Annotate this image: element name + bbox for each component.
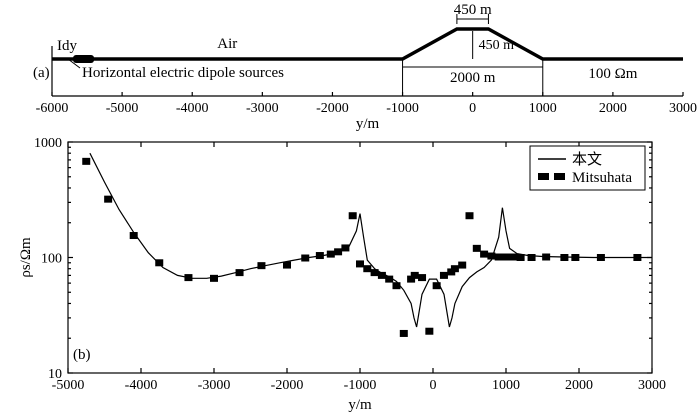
- chart-x-axis-label: y/m: [348, 397, 372, 413]
- marker-mitsuhata: [465, 212, 474, 220]
- marker-mitsuhata: [480, 250, 489, 258]
- marker-mitsuhata: [410, 271, 419, 279]
- diagram-x-tick-label: 1000: [529, 101, 557, 116]
- chart-axes: -5000 -4000 -3000 -2000 -1000 0 1000 2000 3000 10…: [18, 136, 666, 413]
- legend: 本文 Mitsuhata: [529, 145, 646, 191]
- diagram-x-axis: -6000 -5000 -4000 -3000 -2000 -1000 0 1000 2000 3…: [36, 46, 697, 132]
- chart-y-tick-label: 100: [41, 252, 62, 267]
- marker-mitsuhata: [370, 269, 379, 277]
- marker-mitsuhata: [432, 282, 441, 290]
- top-width-label: 450 m: [454, 2, 492, 18]
- marker-mitsuhata: [82, 157, 91, 165]
- marker-mitsuhata: [596, 254, 605, 261]
- source-label: Horizontal electric dipole sources: [82, 65, 284, 81]
- chart-y-axis-label: ρs/Ωm: [18, 237, 34, 278]
- chart-x-tick-label: -4000: [125, 378, 158, 393]
- chart-y-tick-label: 10: [48, 367, 62, 382]
- marker-mitsuhata: [633, 254, 642, 261]
- diagram-x-tick-label: 0: [469, 101, 476, 116]
- marker-mitsuhata: [392, 282, 401, 290]
- marker-mitsuhata: [516, 254, 525, 261]
- marker-mitsuhata: [425, 327, 434, 335]
- marker-mitsuhata: [509, 253, 518, 261]
- panel-label-a: (a): [33, 65, 50, 81]
- terrain-surface: [52, 27, 683, 61]
- marker-mitsuhata: [542, 253, 551, 261]
- chart-x-tick-label: -1000: [344, 378, 377, 393]
- diagram-x-tick-label: -3000: [246, 101, 279, 116]
- marker-mitsuhata: [363, 265, 372, 273]
- marker-mitsuhata: [257, 262, 266, 270]
- source-symbol-label: Idy: [57, 38, 77, 54]
- marker-mitsuhata: [235, 269, 244, 277]
- marker-mitsuhata: [418, 274, 427, 282]
- marker-mitsuhata: [334, 248, 343, 256]
- base-width-label: 2000 m: [450, 70, 496, 86]
- marker-mitsuhata: [458, 261, 467, 269]
- dipole-source: [73, 55, 95, 63]
- chart-y-tick-label: 1000: [34, 136, 62, 151]
- marker-mitsuhata: [341, 244, 350, 252]
- diagram-x-tick-label: -1000: [386, 101, 419, 116]
- diagram-x-axis-label: y/m: [356, 116, 380, 132]
- marker-mitsuhata: [450, 265, 459, 273]
- chart-x-tick-label: 3000: [638, 378, 666, 393]
- marker-mitsuhata: [184, 274, 193, 282]
- marker-mitsuhata: [377, 271, 386, 279]
- diagram-x-tick-label: -5000: [106, 101, 139, 116]
- chart-x-tick-label: 2000: [565, 378, 593, 393]
- chart-x-tick-label: -3000: [198, 378, 231, 393]
- marker-mitsuhata: [527, 254, 536, 261]
- panel-a-diagram: -6000 -5000 -4000 -3000 -2000 -1000 0 1000 2000 3…: [33, 2, 697, 132]
- legend-label-benwen: 本文: [572, 151, 602, 168]
- legend-box: [529, 145, 646, 191]
- chart-x-tick-label: -5000: [52, 378, 85, 393]
- resistivity-label: 100 Ωm: [588, 66, 637, 82]
- chart-x-tick-label: -2000: [271, 378, 304, 393]
- marker-mitsuhata: [560, 254, 569, 261]
- marker-mitsuhata: [104, 195, 113, 203]
- marker-mitsuhata: [155, 259, 164, 267]
- diagram-x-tick-label: 2000: [599, 101, 627, 116]
- marker-mitsuhata: [356, 260, 364, 268]
- panel-label-b: (b): [73, 347, 91, 363]
- diagram-x-tick-label: -2000: [316, 101, 349, 116]
- height-label: 450 m: [479, 38, 514, 53]
- marker-mitsuhata: [571, 254, 580, 261]
- diagram-x-tick-label: -6000: [36, 101, 69, 116]
- air-label: Air: [217, 36, 237, 52]
- marker-mitsuhata: [301, 254, 310, 262]
- marker-mitsuhata: [348, 212, 357, 220]
- legend-marker-swatch: [538, 173, 549, 180]
- chart-x-tick-label: 0: [430, 378, 437, 393]
- marker-mitsuhata: [326, 250, 335, 258]
- series-markers-mitsuhata: [82, 157, 642, 337]
- marker-mitsuhata: [210, 274, 218, 282]
- marker-mitsuhata: [502, 253, 510, 261]
- diagram-x-tick-label: -4000: [176, 101, 209, 116]
- diagram-annotations: (a) Air Idy Horizontal electric dipole sour…: [33, 2, 638, 96]
- legend-label-mitsuhata: Mitsuhata: [572, 170, 632, 186]
- chart-x-tick-label: 1000: [492, 378, 520, 393]
- marker-mitsuhata: [494, 253, 503, 261]
- marker-mitsuhata: [439, 271, 448, 279]
- marker-mitsuhata: [399, 329, 408, 337]
- diagram-x-tick-label: 3000: [669, 101, 697, 116]
- marker-mitsuhata: [283, 261, 291, 269]
- source-arrow: [67, 58, 81, 69]
- marker-mitsuhata: [407, 275, 416, 283]
- marker-mitsuhata: [129, 232, 138, 240]
- panel-b-chart: -5000 -4000 -3000 -2000 -1000 0 1000 2000 3000 10…: [18, 136, 666, 413]
- marker-mitsuhata: [472, 244, 481, 252]
- marker-mitsuhata: [487, 252, 496, 260]
- marker-mitsuhata: [315, 252, 324, 260]
- legend-marker-swatch: [554, 173, 565, 180]
- marker-mitsuhata: [385, 275, 394, 283]
